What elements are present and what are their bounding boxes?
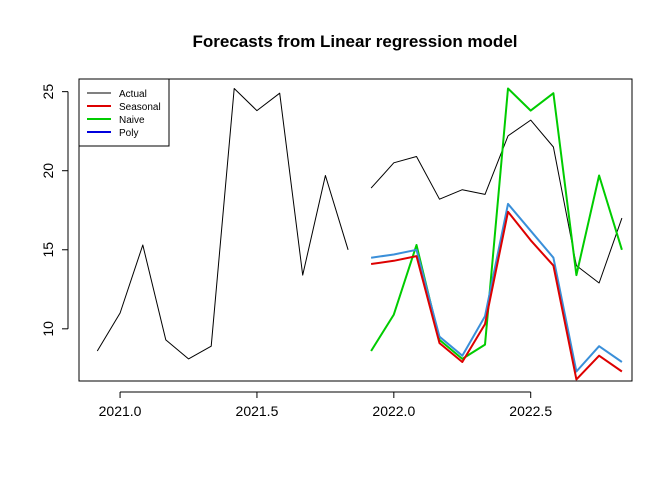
y-tick-label: 25: [40, 84, 56, 100]
series-line-seasonal-4: [370, 210, 623, 381]
x-tick-label: 2022.5: [509, 403, 552, 419]
series-layer: [96, 87, 623, 381]
x-axis: 2021.0 2021.5 2022.0 2022.5: [99, 391, 552, 419]
y-tick-label: 20: [40, 163, 56, 179]
legend-label-naive: Naive: [119, 115, 145, 126]
legend-label-poly: Poly: [119, 128, 138, 139]
y-axis: 10 15 20 25: [40, 84, 69, 337]
y-tick-label: 10: [40, 321, 56, 337]
legend-label-actual: Actual: [119, 89, 147, 100]
series-line-actual-1: [370, 119, 623, 284]
legend-box: [78, 78, 170, 147]
x-tick-label: 2022.0: [372, 403, 415, 419]
series-line-actual-0: [96, 88, 349, 360]
chart-title: Forecasts from Linear regression model: [193, 32, 518, 51]
y-tick-label: 15: [40, 242, 56, 258]
x-tick-label: 2021.5: [236, 403, 279, 419]
plot-frame: [78, 78, 633, 382]
x-tick-label: 2021.0: [99, 403, 142, 419]
legend-label-seasonal: Seasonal: [119, 102, 161, 113]
legend: Actual Seasonal Naive Poly: [78, 78, 170, 147]
series-line-naive-2: [370, 87, 623, 360]
series-line-poly-3: [370, 202, 623, 373]
